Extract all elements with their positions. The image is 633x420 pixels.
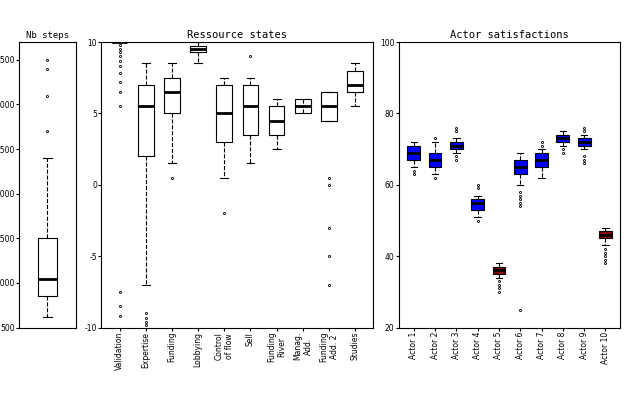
PathPatch shape <box>492 267 505 274</box>
PathPatch shape <box>471 199 484 210</box>
PathPatch shape <box>535 152 548 167</box>
Title: Ressource states: Ressource states <box>187 30 287 40</box>
PathPatch shape <box>578 138 591 145</box>
Title: Nb steps: Nb steps <box>26 31 69 40</box>
PathPatch shape <box>450 142 463 149</box>
PathPatch shape <box>429 152 441 167</box>
PathPatch shape <box>407 145 420 160</box>
PathPatch shape <box>556 135 569 142</box>
Title: Actor satisfactions: Actor satisfactions <box>450 30 569 40</box>
PathPatch shape <box>599 231 612 238</box>
PathPatch shape <box>514 160 527 174</box>
